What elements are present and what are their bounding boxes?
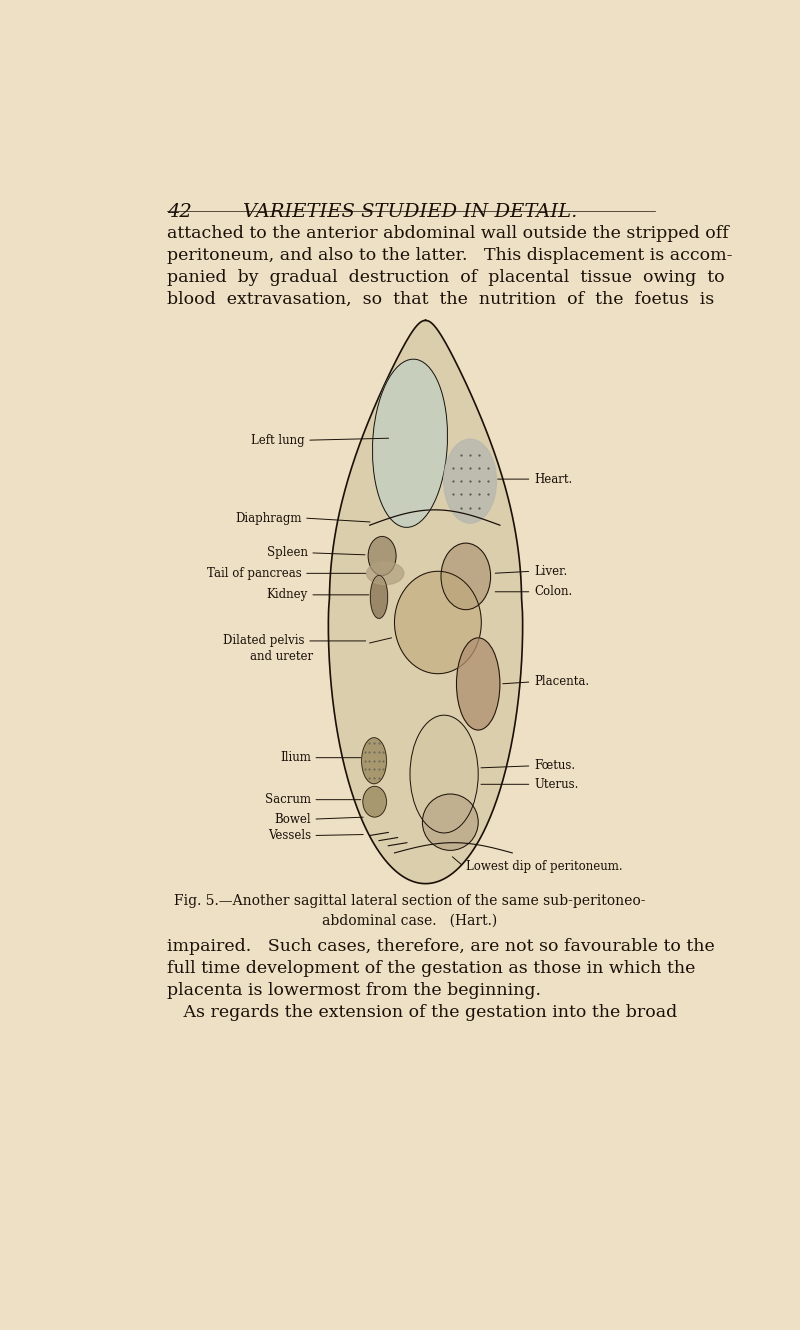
Ellipse shape [422, 794, 478, 850]
Text: attached to the anterior abdominal wall outside the stripped off: attached to the anterior abdominal wall … [167, 225, 729, 242]
Text: Ilium: Ilium [280, 751, 310, 765]
Ellipse shape [366, 563, 404, 585]
Ellipse shape [373, 359, 447, 528]
Text: Heart.: Heart. [534, 472, 572, 485]
Text: Colon.: Colon. [534, 585, 572, 598]
Text: Uterus.: Uterus. [534, 778, 578, 791]
Text: impaired.   Such cases, therefore, are not so favourable to the: impaired. Such cases, therefore, are not… [167, 938, 714, 955]
Ellipse shape [444, 439, 497, 523]
Ellipse shape [410, 716, 478, 833]
Text: panied  by  gradual  destruction  of  placental  tissue  owing  to: panied by gradual destruction of placent… [167, 269, 725, 286]
Text: Liver.: Liver. [534, 565, 567, 577]
Text: Left lung: Left lung [251, 434, 305, 447]
Text: Placenta.: Placenta. [534, 676, 589, 689]
Text: blood  extravasation,  so  that  the  nutrition  of  the  foetus  is: blood extravasation, so that the nutriti… [167, 291, 714, 309]
Ellipse shape [394, 572, 482, 674]
Text: 42: 42 [167, 202, 192, 221]
Text: abdominal case.   (Hart.): abdominal case. (Hart.) [322, 914, 498, 927]
Text: Bowel: Bowel [274, 813, 310, 826]
Text: Diaphragm: Diaphragm [235, 512, 302, 524]
Text: and ureter: and ureter [250, 650, 314, 662]
Text: Sacrum: Sacrum [265, 793, 310, 806]
Text: full time development of the gestation as those in which the: full time development of the gestation a… [167, 960, 695, 978]
Text: Vessels: Vessels [268, 829, 310, 842]
Text: Lowest dip of peritoneum.: Lowest dip of peritoneum. [466, 859, 622, 872]
Text: VARIETIES STUDIED IN DETAIL.: VARIETIES STUDIED IN DETAIL. [243, 202, 577, 221]
Text: Spleen: Spleen [266, 547, 308, 560]
Text: As regards the extension of the gestation into the broad: As regards the extension of the gestatio… [167, 1004, 678, 1021]
Ellipse shape [370, 576, 388, 618]
Text: Tail of pancreas: Tail of pancreas [206, 567, 302, 580]
Ellipse shape [457, 638, 500, 730]
Text: placenta is lowermost from the beginning.: placenta is lowermost from the beginning… [167, 982, 541, 999]
Ellipse shape [362, 738, 386, 783]
Text: peritoneum, and also to the latter.   This displacement is accom-: peritoneum, and also to the latter. This… [167, 247, 733, 265]
Text: Fig. 5.—Another sagittal lateral section of the same sub-peritoneo-: Fig. 5.—Another sagittal lateral section… [174, 894, 646, 908]
Ellipse shape [363, 786, 386, 817]
Text: Fœtus.: Fœtus. [534, 759, 575, 773]
Text: Dilated pelvis: Dilated pelvis [223, 634, 305, 648]
Text: Kidney: Kidney [266, 588, 308, 601]
Ellipse shape [368, 536, 396, 576]
Polygon shape [328, 321, 522, 883]
Ellipse shape [441, 543, 490, 609]
